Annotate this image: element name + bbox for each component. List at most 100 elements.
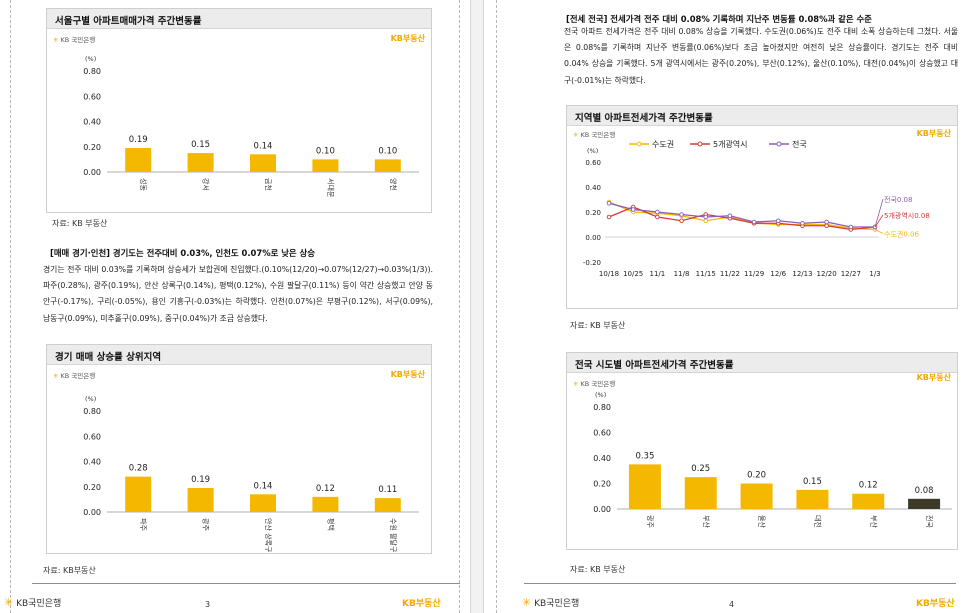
seoul-chart-panel: 서울구별 아파트매매가격 주간변동률 ✳ KB 국민은행 KB부동산 (%) 0.… [46,8,432,213]
x-tick-label: 파주 [139,518,148,531]
kb-bank-logo: ✳ KB 국민은행 [53,36,96,44]
legend-marker [776,141,782,147]
bar-value-label: 0.14 [254,141,273,151]
x-tick-label: 1/3 [869,270,880,278]
x-tick-label: 울산 [758,515,767,528]
section-heading: [전세 전국] 전세가격 전주 대비 0.08% 기록하며 지난주 변동률 0.… [566,14,872,24]
x-tick-label: 강서 [202,178,211,191]
bar-value-label: 0.15 [191,140,210,150]
chart-source: 자료: KB 부동산 [570,565,626,574]
x-tick-label: 12/27 [841,270,861,278]
bar [125,148,152,172]
bar [312,159,339,172]
x-tick-label: 양천 [389,178,398,191]
x-tick-label: 광주 [646,515,654,528]
x-tick-label: 10/25 [623,270,643,278]
chart-title: 지역별 아파트전세가격 주간변동률 [567,106,957,126]
data-point [824,219,829,225]
region-jeonse-chart-panel: 지역별 아파트전세가격 주간변동률 ✳ KB 국민은행 KB부동산 수도권 5개광… [566,105,958,309]
bar-value-label: 0.11 [378,485,397,495]
y-tick-label: 0.80 [593,403,611,412]
bar-value-label: 0.12 [316,484,335,494]
bar-value-label: 0.10 [316,146,335,156]
gyeonggi-chart-panel: 경기 매매 상승률 상위지역 ✳ KB 국민은행 KB부동산 (%) 0.00 0.… [46,344,432,554]
data-point [751,219,757,225]
x-tick-label: 대전 [813,515,822,528]
y-tick-label: -0.20 [583,259,601,267]
kb-bank-logo: ✳ KB 국민은행 [53,372,96,380]
section-body: 경기는 전주 대비 0.03%를 기록하며 상승세가 보합권에 진입했다.(0.… [43,265,433,323]
bar [796,489,829,509]
page-margin-line [496,0,497,613]
legend-marker [697,141,703,147]
kb-bank-logo: ✳ KB 국민은행 [573,131,616,139]
legend-label: 전국 [792,139,807,149]
bar [908,498,941,509]
bar-value-label: 0.19 [129,135,148,145]
y-tick-label: 0.60 [83,92,101,101]
page-number: 3 [205,600,211,609]
x-tick-label: 광주 [202,518,210,531]
page-margin-line [10,0,11,613]
x-tick-label: 서대문 [326,178,335,198]
x-tick-label: 금천 [264,178,273,191]
x-tick-label: 수원 팔달구 [389,518,398,553]
series-line [608,202,875,228]
y-tick-label: 0.60 [593,429,611,438]
bar-value-label: 0.15 [803,477,822,487]
chart-title: 경기 매매 상승률 상위지역 [47,345,431,365]
kb-bank-logo: ✳ KB 국민은행 [573,380,616,388]
x-tick-label: 성동 [139,178,148,191]
bar [628,464,661,509]
data-point [606,214,612,220]
x-tick-label: 평택 [326,518,335,531]
kb-realestate-logo: KB부동산 [916,129,951,138]
page-3: 서울구별 아파트매매가격 주간변동률 ✳ KB 국민은행 KB부동산 (%) 0.… [0,0,470,613]
y-tick-label: 0.00 [83,168,101,177]
page-gutter [470,0,484,613]
y-axis-unit: (%) [85,395,96,403]
bar [374,498,401,512]
footer-kb-bank-logo: ✳ KB국민은행 [522,596,580,609]
y-tick-label: 0.00 [593,505,611,514]
bar [125,476,152,512]
bar [740,483,773,509]
chart-title: 서울구별 아파트매매가격 주간변동률 [47,9,431,29]
x-tick-label: 11/22 [720,270,740,278]
data-point [800,220,805,226]
y-axis-unit: (%) [587,147,598,155]
y-tick-label: 0.80 [83,407,101,416]
gyeonggi-bar-chart: (%) 0.00 0.20 0.40 0.60 0.80 0.28 파주 0.19 광주 0.14 안… [83,395,419,553]
footer-kb-realestate-logo: KB부동산 [402,599,441,609]
y-tick-label: 0.20 [83,483,101,492]
chart-source: 자료: KB 부동산 [52,219,108,228]
y-tick-label: 0.20 [593,480,611,489]
end-label: 수도권0.06 [884,231,919,239]
data-point [679,218,684,223]
bar [684,477,717,509]
y-tick-label: 0.80 [83,67,101,76]
bar-value-label: 0.10 [378,146,397,156]
legend-label: 수도권 [652,139,674,149]
bar-value-label: 0.20 [747,471,766,481]
y-axis-unit: (%) [85,55,96,63]
data-point [776,218,781,223]
kb-realestate-logo: KB부동산 [390,34,425,43]
legend-label: 5개광역시 [713,139,748,149]
y-axis-unit: (%) [595,391,606,399]
bar [187,488,214,512]
legend-marker [636,141,642,147]
x-tick-label: 11/8 [674,270,690,278]
x-tick-label: 11/29 [744,270,764,278]
data-point [703,214,708,220]
data-point [606,200,612,206]
data-point [824,223,829,228]
sido-jeonse-bar-chart: (%) 0.00 0.20 0.40 0.60 0.80 0.35 광주 0.25 부산 0.20 울… [593,391,952,528]
data-point [848,224,854,230]
bar [250,494,276,512]
data-point [655,209,660,215]
leader-line [874,214,884,228]
x-tick-label: 11/15 [696,270,716,278]
data-point [679,212,684,217]
footer-kb-bank-logo: ✳ KB국민은행 [4,596,62,609]
